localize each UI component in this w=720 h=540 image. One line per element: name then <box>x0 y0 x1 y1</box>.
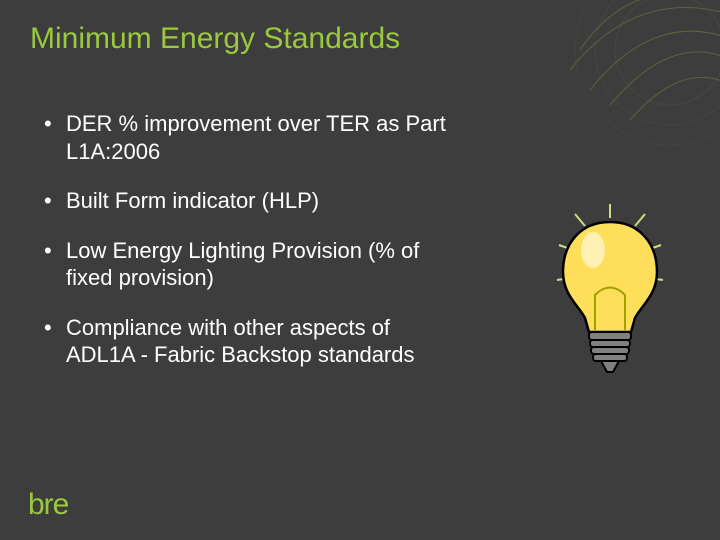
lightbulb-icon <box>545 200 675 380</box>
corner-swirl-decoration <box>560 0 720 160</box>
bullet-item: Low Energy Lighting Provision (% of fixe… <box>40 237 460 292</box>
bullet-list: DER % improvement over TER as Part L1A:2… <box>40 110 460 391</box>
bullet-item: DER % improvement over TER as Part L1A:2… <box>40 110 460 165</box>
slide: Minimum Energy Standards DER % improveme… <box>0 0 720 540</box>
slide-title: Minimum Energy Standards <box>30 22 400 56</box>
bre-logo: bre <box>28 488 68 522</box>
bullet-item: Built Form indicator (HLP) <box>40 187 460 215</box>
bullet-item: Compliance with other aspects of ADL1A -… <box>40 314 460 369</box>
